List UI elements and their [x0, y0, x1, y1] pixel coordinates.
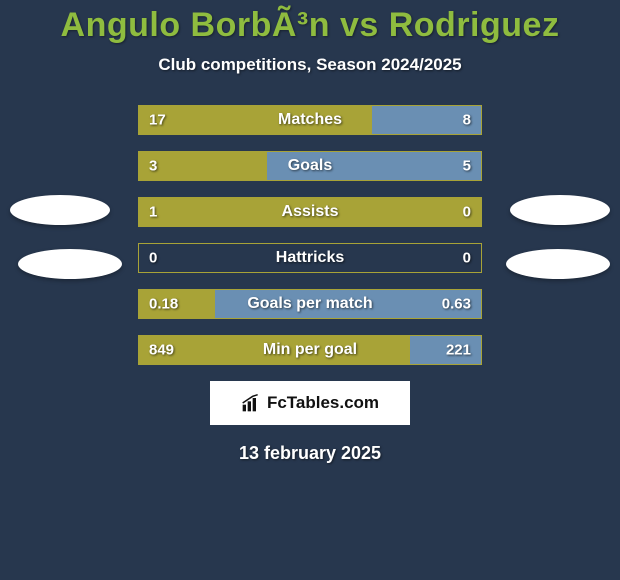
- stat-value-left: 3: [149, 158, 157, 175]
- brand-badge[interactable]: FcTables.com: [210, 381, 410, 425]
- flag-left-top: [10, 195, 110, 225]
- stat-value-right: 0: [463, 250, 471, 267]
- stat-value-left: 849: [149, 342, 174, 359]
- page-subtitle: Club competitions, Season 2024/2025: [0, 55, 620, 75]
- stat-label: Goals per match: [247, 295, 372, 313]
- stat-row: 1 Assists 0: [138, 197, 482, 227]
- stat-row: 849 Min per goal 221: [138, 335, 482, 365]
- stat-label: Goals: [288, 157, 332, 175]
- stat-value-right: 8: [463, 112, 471, 129]
- stat-value-right: 221: [446, 342, 471, 359]
- stat-row: 3 Goals 5: [138, 151, 482, 181]
- stat-value-right: 0: [463, 204, 471, 221]
- stat-row: 0.18 Goals per match 0.63: [138, 289, 482, 319]
- page-title: Angulo BorbÃ³n vs Rodriguez: [0, 0, 620, 45]
- footer-date: 13 february 2025: [0, 443, 620, 464]
- chart-icon: [241, 393, 261, 413]
- flag-left-bottom: [18, 249, 122, 279]
- stat-label: Min per goal: [263, 341, 357, 359]
- stat-label: Assists: [282, 203, 339, 221]
- comparison-card: Angulo BorbÃ³n vs Rodriguez Club competi…: [0, 0, 620, 580]
- stats-container: 17 Matches 8 3 Goals 5 1 Assists 0 0 Hat…: [138, 105, 482, 365]
- stat-label: Hattricks: [276, 249, 344, 267]
- stat-value-left: 0: [149, 250, 157, 267]
- brand-text: FcTables.com: [267, 393, 379, 413]
- stat-label: Matches: [278, 111, 342, 129]
- bar-left: [139, 152, 267, 180]
- stat-row: 17 Matches 8: [138, 105, 482, 135]
- stat-value-left: 0.18: [149, 296, 178, 313]
- stat-row: 0 Hattricks 0: [138, 243, 482, 273]
- stat-value-left: 17: [149, 112, 166, 129]
- stat-value-left: 1: [149, 204, 157, 221]
- flag-right-top: [510, 195, 610, 225]
- stat-value-right: 0.63: [442, 296, 471, 313]
- stat-value-right: 5: [463, 158, 471, 175]
- flag-right-bottom: [506, 249, 610, 279]
